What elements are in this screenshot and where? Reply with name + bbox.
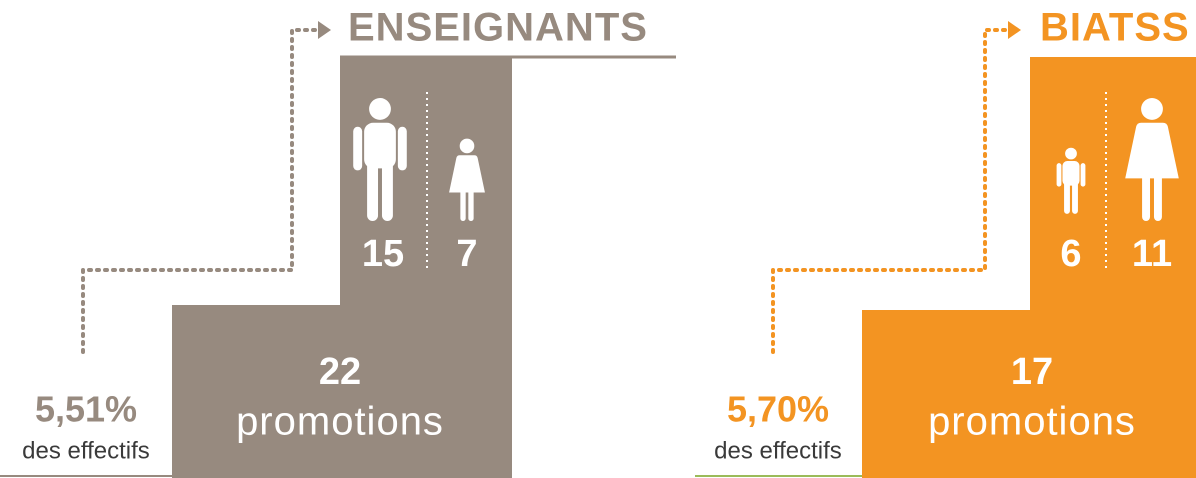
panel-enseignants: ENSEIGNANTS 5,51% des effectifs 22 promo… — [0, 6, 676, 478]
men-count: 15 — [362, 233, 404, 275]
women-count: 11 — [1132, 233, 1172, 275]
rate-label: des effectifs — [714, 437, 842, 464]
total: 17 — [1011, 351, 1053, 393]
arrow-head — [318, 21, 331, 39]
total-label: promotions — [928, 400, 1136, 444]
rate: 5,51% — [35, 389, 137, 430]
rate-label: des effectifs — [22, 437, 150, 464]
arrow-head — [1008, 21, 1021, 39]
dotted-path — [771, 28, 1010, 354]
total-label: promotions — [236, 400, 444, 444]
panel-title: ENSEIGNANTS — [348, 6, 648, 50]
men-count: 6 — [1060, 233, 1081, 275]
panel-biatss: BIATSS 5,70% des effectifs 17 promotions… — [695, 6, 1196, 478]
step-block — [862, 57, 1196, 478]
rate: 5,70% — [727, 389, 829, 430]
panel-title: BIATSS — [1040, 6, 1190, 50]
women-count: 7 — [456, 233, 477, 275]
step-block — [172, 57, 512, 478]
total: 22 — [319, 351, 361, 393]
dotted-path — [81, 28, 320, 354]
